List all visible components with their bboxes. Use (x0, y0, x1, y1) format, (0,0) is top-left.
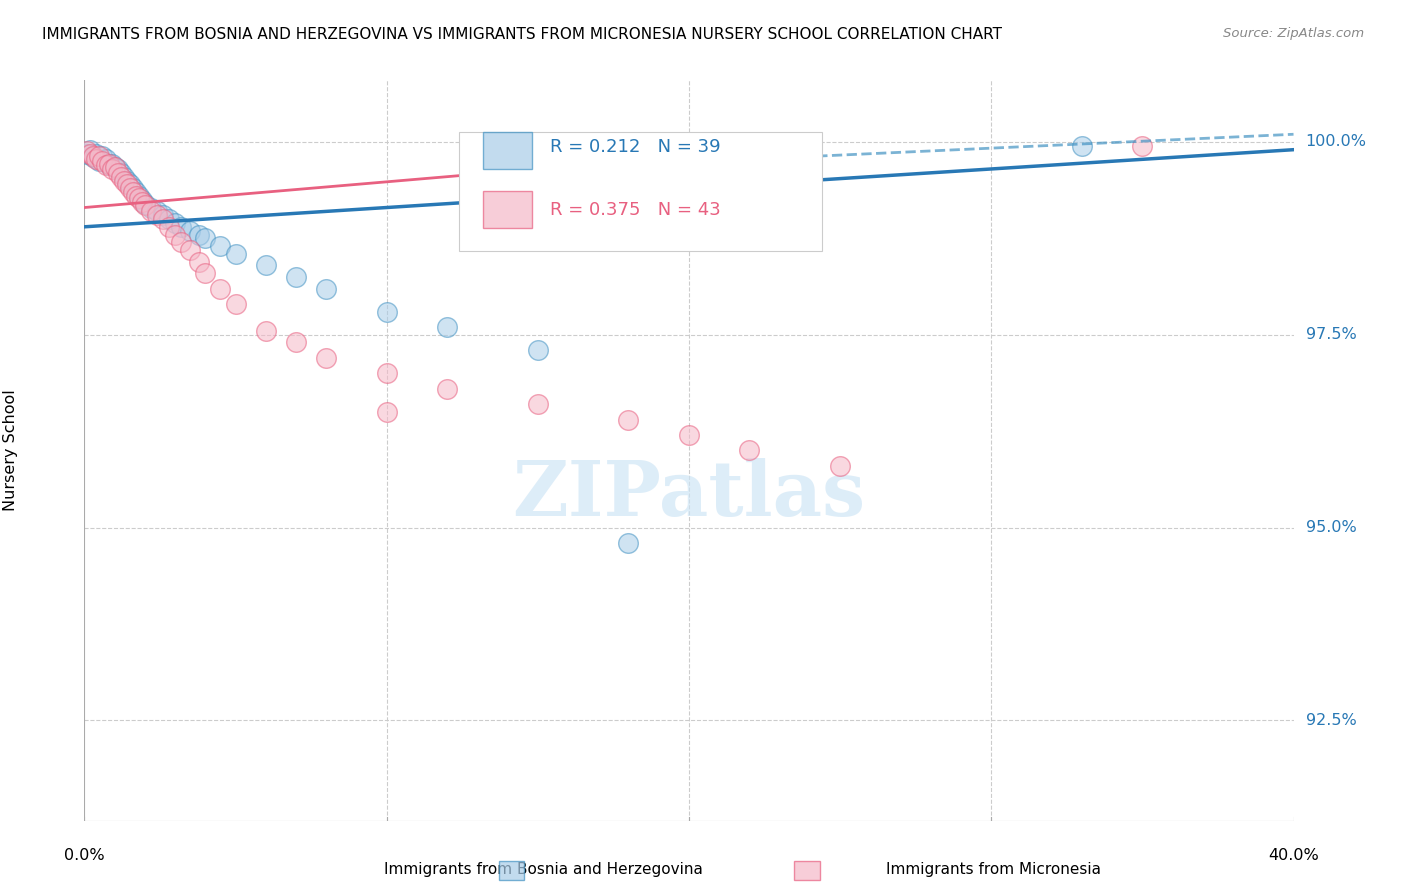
Point (94, 158, 117, 172)
Point (94, 152, 117, 166)
Point (97, 156, 120, 170)
Point (1130, 138, 1153, 153)
Point (209, 239, 232, 253)
Point (86, 152, 108, 166)
Text: 97.5%: 97.5% (1306, 327, 1357, 343)
Text: 100.0%: 100.0% (1306, 135, 1367, 150)
Point (152, 212, 174, 227)
Text: R = 0.375   N = 43: R = 0.375 N = 43 (550, 201, 721, 219)
Point (134, 198, 156, 212)
Point (830, 458, 852, 473)
Point (100, 156, 122, 170)
Point (82, 150, 104, 164)
Point (118, 178, 141, 192)
Point (89, 154, 111, 169)
Point (121, 181, 143, 195)
Point (285, 335, 308, 350)
Point (738, 443, 761, 458)
Text: Immigrants from Micronesia: Immigrants from Micronesia (886, 863, 1101, 877)
Point (139, 204, 162, 219)
FancyBboxPatch shape (484, 191, 531, 228)
Point (91, 154, 114, 169)
Point (107, 161, 129, 176)
Point (91, 149, 114, 163)
Point (165, 216, 187, 230)
Point (110, 166, 132, 180)
Text: 0.0%: 0.0% (65, 847, 104, 863)
FancyBboxPatch shape (484, 132, 531, 169)
Point (76, 145, 98, 159)
Point (315, 351, 337, 365)
Point (79, 143, 101, 157)
Point (128, 189, 150, 203)
Point (76, 146, 98, 161)
Point (125, 189, 148, 203)
Point (170, 235, 193, 250)
Text: ZIPatlas: ZIPatlas (512, 458, 866, 532)
FancyBboxPatch shape (460, 132, 823, 251)
Point (165, 227, 187, 242)
Point (128, 190, 150, 204)
Point (125, 185, 148, 199)
Point (527, 343, 550, 358)
Point (1071, 138, 1094, 153)
Text: 92.5%: 92.5% (1306, 713, 1357, 728)
Point (375, 405, 398, 419)
Point (375, 304, 398, 318)
Text: Immigrants from Bosnia and Herzegovina: Immigrants from Bosnia and Herzegovina (384, 863, 703, 877)
Point (112, 173, 135, 187)
Point (134, 196, 156, 211)
Point (146, 204, 169, 219)
Text: IMMIGRANTS FROM BOSNIA AND HERZEGOVINA VS IMMIGRANTS FROM MICRONESIA NURSERY SCH: IMMIGRANTS FROM BOSNIA AND HERZEGOVINA V… (42, 27, 1002, 42)
Point (131, 195, 153, 210)
Point (617, 536, 640, 550)
Point (79, 146, 101, 161)
Point (152, 208, 174, 222)
Point (188, 227, 211, 242)
Point (86, 146, 108, 161)
Point (617, 412, 640, 426)
Point (225, 297, 247, 311)
Point (179, 243, 201, 257)
Point (110, 169, 132, 184)
Text: 40.0%: 40.0% (1268, 847, 1319, 863)
Point (527, 397, 550, 411)
Point (194, 231, 217, 245)
Point (188, 254, 211, 268)
Point (194, 266, 217, 280)
Point (678, 428, 700, 442)
Point (254, 258, 277, 272)
Point (112, 169, 135, 184)
Point (118, 181, 141, 195)
Point (375, 367, 398, 381)
Point (131, 193, 153, 207)
Point (209, 281, 232, 295)
Point (82, 149, 104, 163)
Point (97, 158, 120, 172)
Point (104, 160, 127, 174)
Point (436, 320, 458, 334)
Point (139, 201, 162, 215)
Point (254, 324, 277, 338)
Point (104, 160, 127, 174)
Point (157, 212, 180, 227)
Point (225, 247, 247, 261)
Point (285, 269, 308, 284)
Text: Source: ZipAtlas.com: Source: ZipAtlas.com (1223, 27, 1364, 40)
Point (115, 173, 138, 187)
Text: R = 0.212   N = 39: R = 0.212 N = 39 (550, 138, 720, 156)
Point (115, 178, 138, 192)
Point (170, 219, 193, 234)
Point (100, 161, 122, 176)
Point (436, 382, 458, 396)
Point (89, 149, 111, 163)
Text: Nursery School: Nursery School (3, 390, 18, 511)
Point (146, 208, 169, 222)
Point (107, 166, 129, 180)
Point (157, 219, 180, 234)
Text: 95.0%: 95.0% (1306, 520, 1357, 535)
Point (121, 185, 143, 199)
Point (315, 281, 337, 295)
Point (179, 224, 201, 238)
